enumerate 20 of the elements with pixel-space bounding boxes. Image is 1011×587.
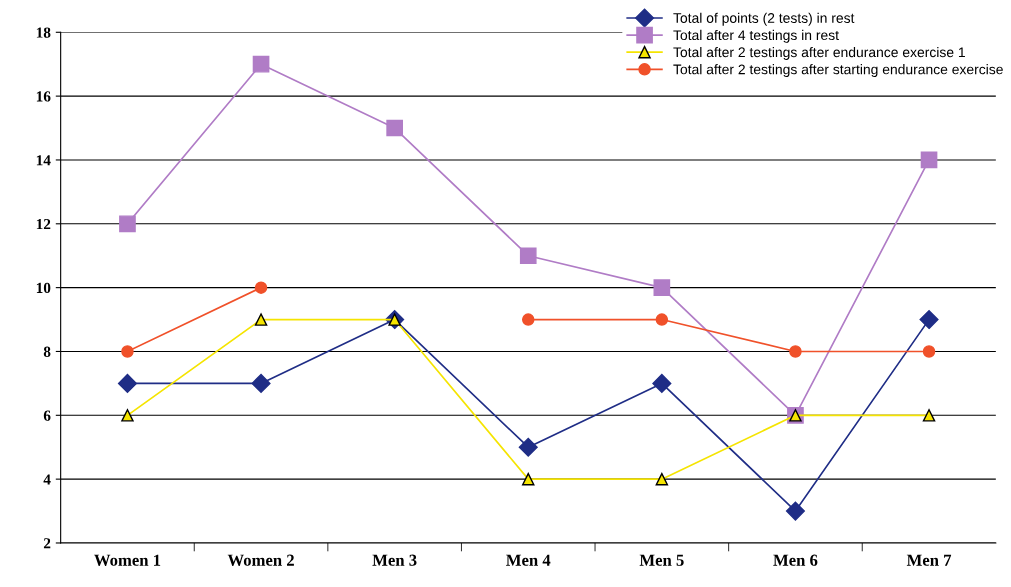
x-tick-label: Women 2: [227, 554, 294, 566]
y-tick-label: 10: [36, 282, 51, 294]
x-tick-label: Men 6: [773, 554, 818, 566]
y-tick-label: 12: [36, 218, 51, 230]
legend-label: Total of points (2 tests) in rest: [673, 12, 855, 26]
y-tick-label: 6: [43, 410, 51, 421]
x-tick-label: Men 3: [372, 554, 417, 566]
y-tick-label: 8: [43, 346, 51, 357]
legend-label: Total after 2 testings after endurance exercise 1: [673, 46, 965, 60]
y-tick-label: 4: [43, 474, 51, 485]
x-tick-label: Women 1: [94, 554, 161, 566]
legend-label: Total after 2 testings after starting endurance exercise: [673, 64, 1003, 78]
y-tick-label: 18: [36, 27, 51, 38]
x-tick-label: Men 5: [639, 554, 684, 566]
x-tick-label: Men 4: [506, 554, 551, 566]
legend-label: Total after 4 testings in rest: [673, 29, 839, 43]
y-tick-label: 14: [36, 155, 51, 166]
y-tick-label: 2: [43, 538, 51, 549]
y-tick-label: 16: [36, 91, 51, 102]
x-tick-label: Men 7: [906, 554, 952, 566]
